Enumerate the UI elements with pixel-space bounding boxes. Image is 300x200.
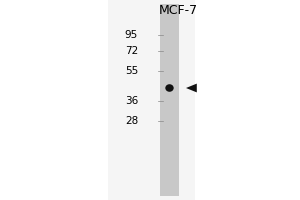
Bar: [108, 0, 195, 200]
Text: 72: 72: [125, 46, 138, 56]
Text: 95: 95: [125, 30, 138, 40]
Text: MCF-7: MCF-7: [159, 3, 198, 17]
Ellipse shape: [165, 84, 174, 92]
Text: 36: 36: [125, 96, 138, 106]
Bar: [160, 4, 179, 196]
Text: 28: 28: [125, 116, 138, 126]
Text: 55: 55: [125, 66, 138, 76]
Polygon shape: [186, 84, 197, 92]
